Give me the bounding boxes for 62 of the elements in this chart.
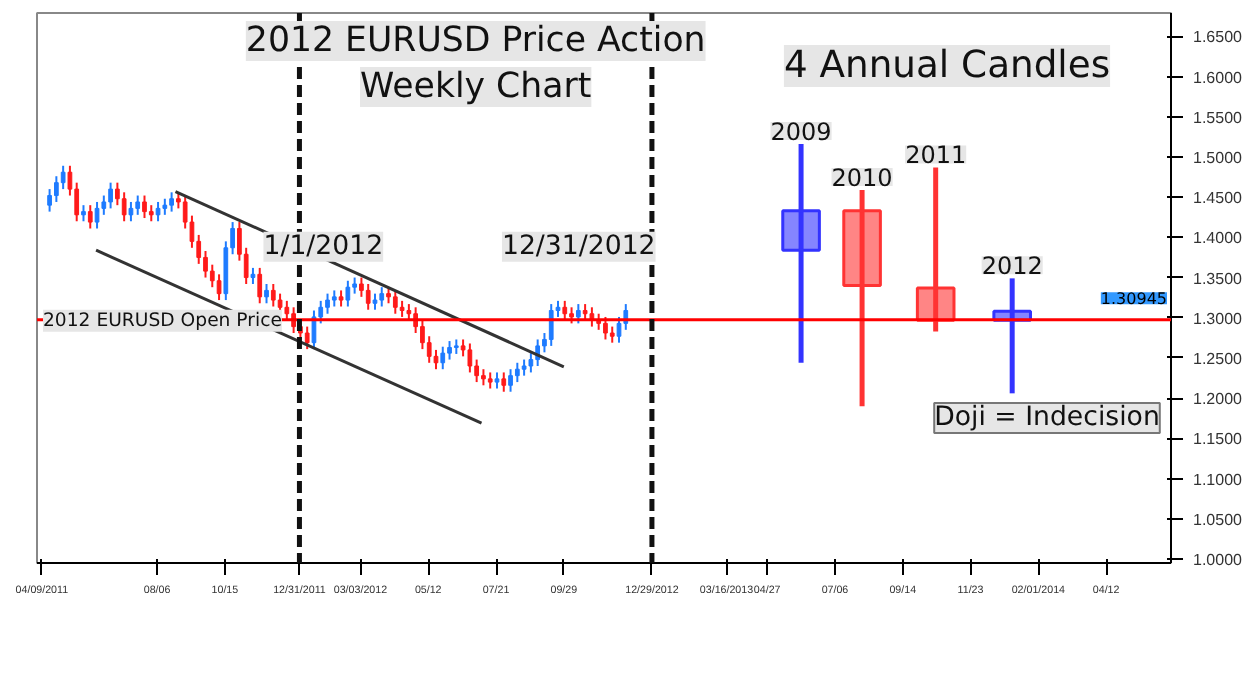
- candlestick: [155, 200, 161, 223]
- candlestick: [842, 187, 882, 409]
- candlestick: [562, 299, 568, 322]
- candlestick: [440, 345, 446, 371]
- ref-line-label: 12/31/2012: [501, 231, 656, 262]
- y-tick-label: 1.5500: [1193, 108, 1244, 127]
- annotation: 2010: [831, 163, 893, 192]
- candlestick: [216, 273, 222, 302]
- candlestick: [108, 181, 113, 210]
- candlestick: [325, 292, 330, 315]
- candlestick: [365, 282, 371, 311]
- candlestick: [781, 141, 821, 366]
- candlestick: [284, 299, 290, 322]
- y-tick-label: 1.2000: [1193, 390, 1244, 409]
- candlestick: [304, 325, 310, 351]
- chart-title: 2012 EURUSD Price Action: [245, 21, 706, 61]
- y-tick-label: 1.0000: [1193, 550, 1244, 569]
- y-tick-label: 1.3500: [1193, 269, 1244, 288]
- candlestick: [87, 204, 93, 230]
- y-tick-label: 1.6500: [1193, 28, 1244, 47]
- annotation: Doji = Indecision: [934, 403, 1160, 433]
- annotation: 4 Annual Candles: [783, 45, 1111, 87]
- candlestick: [467, 342, 473, 374]
- candlestick: [379, 286, 385, 308]
- y-tick-label: 1.4000: [1193, 229, 1244, 248]
- candlestick: [128, 200, 134, 223]
- candlestick: [94, 200, 100, 230]
- candlestick: [392, 289, 398, 315]
- text: Weekly Chart: [360, 67, 592, 107]
- candlestick: [121, 191, 127, 223]
- y-tick-label: 1.0500: [1193, 510, 1244, 529]
- annotation: 1.30945: [1100, 290, 1168, 309]
- candlestick: [603, 315, 608, 341]
- candlestick: [548, 303, 554, 347]
- candlestick: [257, 266, 263, 305]
- y-tick-label: 1.1500: [1193, 430, 1244, 449]
- candlestick: [575, 303, 581, 325]
- y-tick-label: 1.2500: [1193, 349, 1244, 368]
- candlestick: [60, 164, 66, 191]
- ref-line-label: 2012 EURUSD Open Price: [43, 309, 283, 332]
- candlestick: [270, 282, 276, 308]
- y-tick-label: 1.6000: [1193, 68, 1244, 87]
- annotation: 2009: [770, 118, 832, 147]
- ref-line-label: 1/1/2012: [263, 231, 384, 262]
- candlestick: [528, 352, 534, 374]
- candlestick: [264, 282, 269, 305]
- candlestick: [501, 371, 507, 393]
- candlestick: [169, 191, 174, 213]
- candlestick: [447, 340, 452, 361]
- candlestick: [311, 309, 317, 351]
- y-tick-label: 1.3000: [1193, 309, 1244, 328]
- candlestick: [345, 279, 351, 308]
- candlestick: [135, 194, 141, 216]
- y-tick-label: 1.5000: [1193, 148, 1244, 167]
- y-tick-label: 1.4500: [1193, 189, 1244, 208]
- annotation: 2011: [905, 141, 967, 170]
- candlestick: [142, 194, 147, 220]
- candlestick: [514, 361, 520, 384]
- candlestick: [915, 164, 956, 334]
- annotation: 2012: [981, 252, 1043, 281]
- candlestick: [508, 368, 513, 393]
- y-tick-label: 1.1000: [1193, 470, 1244, 489]
